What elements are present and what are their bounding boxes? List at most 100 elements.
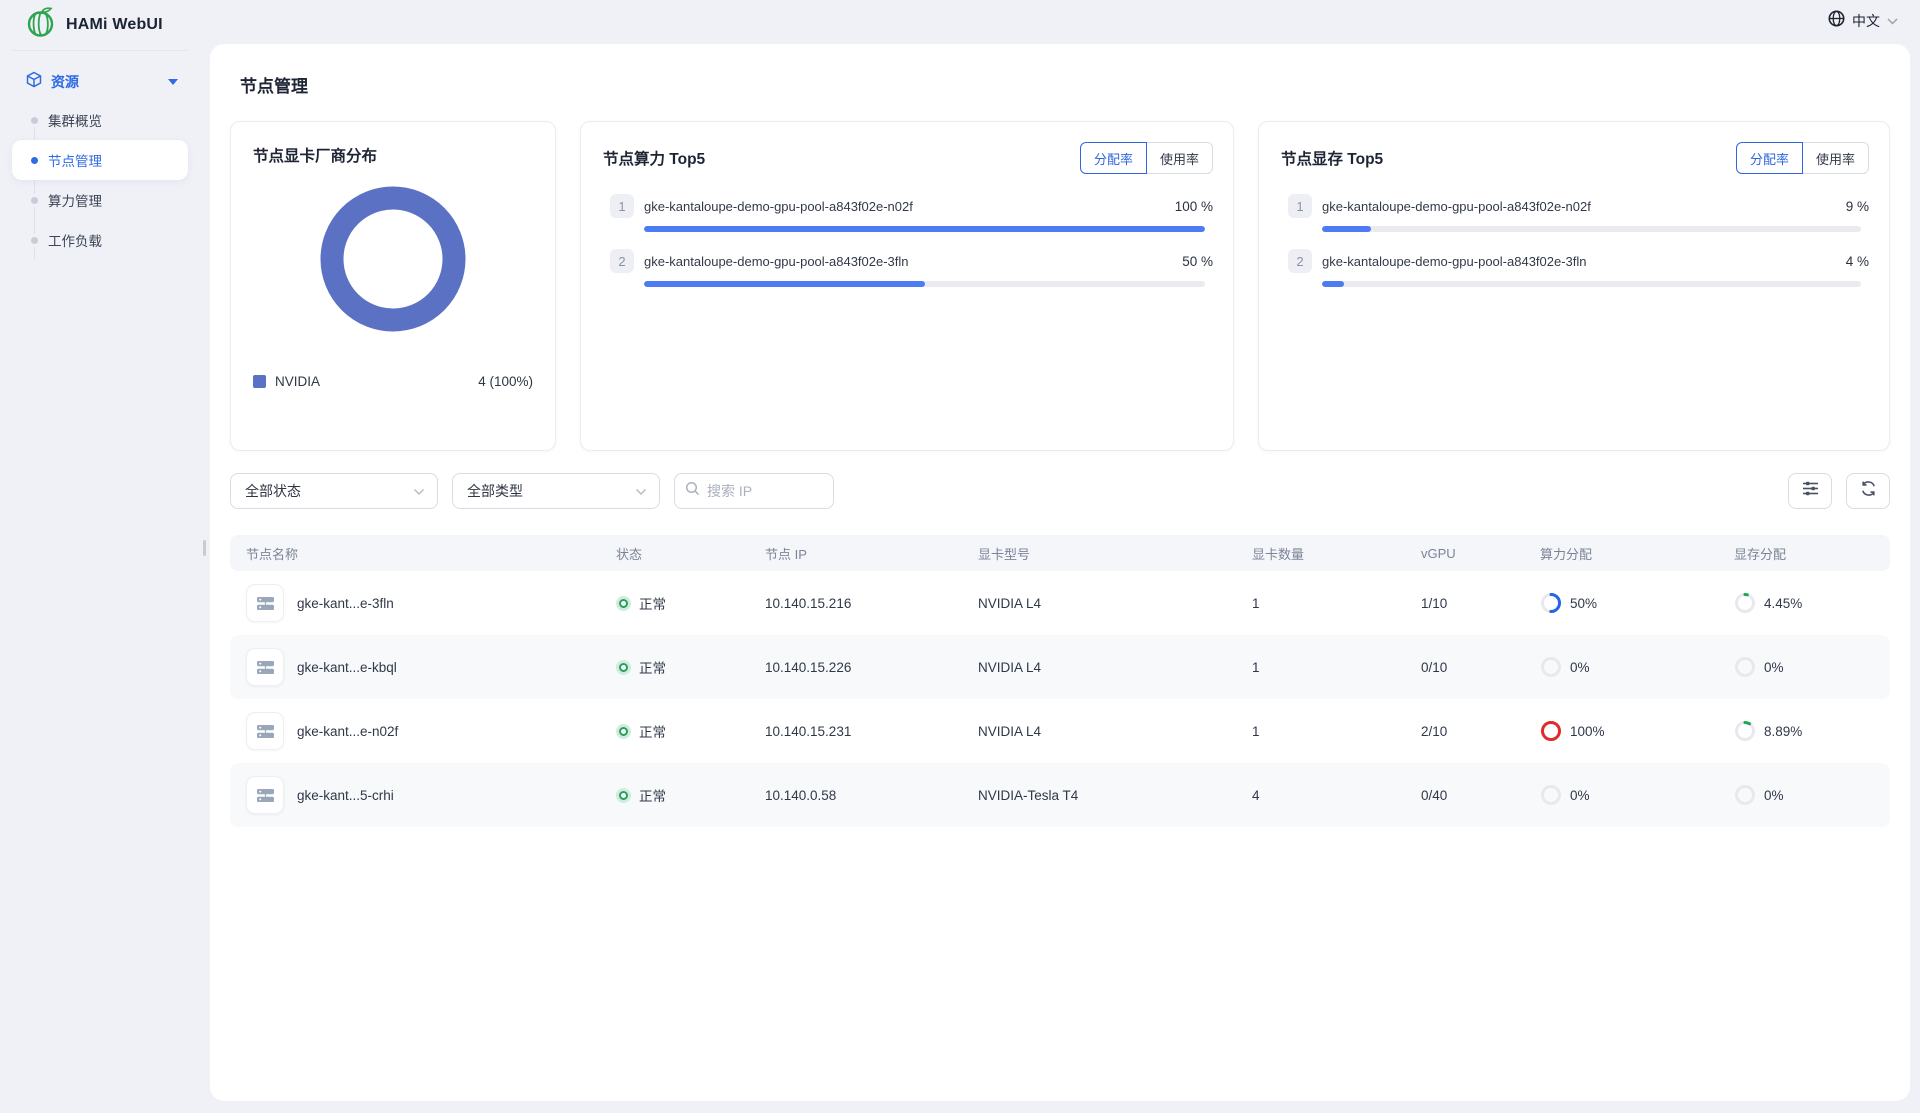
table-row[interactable]: gke-kant...5-crhi 正常 10.140.0.58 NVIDIA-… [230,763,1890,827]
sidebar-resize-handle[interactable] [203,540,206,556]
server-icon [246,584,284,622]
status-label: 正常 [639,725,666,740]
rank-badge: 2 [1288,249,1312,273]
compute-ring-icon [1540,656,1562,678]
cube-icon [26,71,42,93]
filter-bar: 全部状态 全部类型 [230,473,1890,509]
compute-top5-title: 节点算力 Top5 [603,151,706,168]
progress-track [1322,281,1861,287]
ip-search-input[interactable] [707,483,823,499]
col-memory-alloc: 显存分配 [1734,546,1787,562]
status-filter-select[interactable]: 全部状态 [230,473,438,509]
status-ok-icon [616,659,631,675]
magnifier-icon [685,481,700,501]
status-label: 正常 [639,789,666,804]
progress-fill [644,281,925,287]
stat-cards-row: 节点显卡厂商分布 NVIDIA 4 (100%) 节点算力 Top5 分配率 使… [230,121,1890,451]
compute-ring-icon [1540,784,1562,806]
rank-badge: 1 [610,194,634,218]
tree-dot-icon [31,236,38,244]
vgpu-value: 2/10 [1421,723,1448,739]
progress-fill [1322,226,1371,232]
brand: HAMi WebUI [26,6,163,43]
compute-top5-card: 节点算力 Top5 分配率 使用率 1 gke-kantaloupe-demo-… [580,121,1234,451]
col-vgpu: vGPU [1421,545,1456,561]
rank-badge: 2 [610,249,634,273]
toggle-usage-button[interactable]: 使用率 [1801,142,1869,174]
type-filter-select[interactable]: 全部类型 [452,473,660,509]
sidebar-section-label: 资源 [51,74,79,90]
toggle-allocation-button[interactable]: 分配率 [1735,142,1803,174]
percent-value: 9 % [1845,198,1869,214]
percent-value: 100 % [1174,198,1213,214]
table-row[interactable]: gke-kant...e-kbql 正常 10.140.15.226 NVIDI… [230,635,1890,699]
gpu-model: NVIDIA L4 [978,595,1042,611]
col-gpu-count: 显卡数量 [1252,546,1305,562]
column-settings-button[interactable] [1788,473,1832,509]
refresh-button[interactable] [1846,473,1890,509]
memory-top5-list: 1 gke-kantaloupe-demo-gpu-pool-a843f02e-… [1259,174,1889,287]
memory-top5-title: 节点显存 Top5 [1281,151,1384,168]
sidebar-item[interactable]: 工作负载 [12,220,188,260]
node-name: gke-kant...e-n02f [297,723,399,739]
sidebar-item[interactable]: 算力管理 [12,180,188,220]
percent-value: 50 % [1182,253,1213,269]
refresh-icon [1860,480,1877,502]
memory-alloc-value: 8.89% [1764,723,1803,739]
status-ok-icon [616,787,631,803]
server-icon [246,712,284,750]
compute-alloc-value: 50% [1570,595,1598,611]
node-ip: 10.140.15.231 [765,723,852,739]
table-body: gke-kant...e-3fln 正常 10.140.15.216 NVIDI… [230,571,1890,827]
col-compute-alloc: 算力分配 [1540,546,1593,562]
table-header: 节点名称 状态 节点 IP 显卡型号 显卡数量 vGPU 算力分配 显存分配 [230,535,1890,571]
ip-search-box [674,473,834,509]
chevron-down-icon [635,483,647,499]
gpu-count: 4 [1252,787,1260,803]
tree-dot-icon [31,156,38,164]
node-name: gke-kantaloupe-demo-gpu-pool-a843f02e-3f… [644,253,909,269]
status-filter-value: 全部状态 [245,483,301,499]
gpu-count: 1 [1252,595,1260,611]
table-row[interactable]: gke-kant...e-3fln 正常 10.140.15.216 NVIDI… [230,571,1890,635]
language-label: 中文 [1852,13,1880,29]
sidebar-item[interactable]: 节点管理 [12,140,188,180]
server-icon [246,776,284,814]
gpu-model: NVIDIA L4 [978,723,1042,739]
page-title: 节点管理 [240,77,308,96]
gpu-model: NVIDIA L4 [978,659,1042,675]
status-ok-icon [616,595,631,611]
percent-value: 4 % [1845,253,1869,269]
progress-track [644,281,1205,287]
compute-top5-list: 1 gke-kantaloupe-demo-gpu-pool-a843f02e-… [581,174,1233,287]
type-filter-value: 全部类型 [467,483,523,499]
chevron-down-icon [1887,12,1898,30]
node-ip: 10.140.0.58 [765,787,837,803]
compute-ring-icon [1540,592,1562,614]
globe-icon [1828,10,1845,32]
column-settings-icon [1802,481,1819,501]
top5-item: 2 gke-kantaloupe-demo-gpu-pool-a843f02e-… [603,249,1213,287]
caret-down-icon [168,79,178,85]
vendor-legend: NVIDIA 4 (100%) [253,374,533,389]
progress-track [644,226,1205,232]
main-panel: 节点管理 节点显卡厂商分布 NVIDIA 4 (100%) 节点算力 Top5 … [210,44,1910,1101]
language-selector[interactable]: 中文 [1828,10,1898,32]
sidebar-divider [12,50,188,51]
vgpu-value: 1/10 [1421,595,1448,611]
toggle-usage-button[interactable]: 使用率 [1145,142,1213,174]
sidebar-item-label: 工作负载 [48,234,102,249]
memory-ring-icon [1734,784,1756,806]
sidebar-item[interactable]: 集群概览 [12,100,188,140]
sidebar-section-resources[interactable]: 资源 [12,64,188,100]
node-ip: 10.140.15.226 [765,659,852,675]
memory-alloc-value: 4.45% [1764,595,1803,611]
progress-fill [1322,281,1344,287]
toggle-allocation-button[interactable]: 分配率 [1079,142,1147,174]
memory-ring-icon [1734,656,1756,678]
node-name: gke-kantaloupe-demo-gpu-pool-a843f02e-n0… [1322,198,1591,214]
hami-melon-icon [26,6,56,43]
table-row[interactable]: gke-kant...e-n02f 正常 10.140.15.231 NVIDI… [230,699,1890,763]
col-gpu-model: 显卡型号 [978,546,1031,562]
top5-item: 1 gke-kantaloupe-demo-gpu-pool-a843f02e-… [603,194,1213,232]
